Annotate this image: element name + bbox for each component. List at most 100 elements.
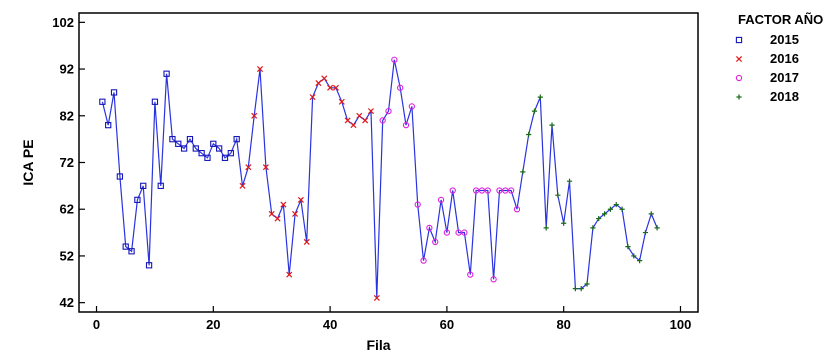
y-tick-label: 92	[60, 62, 74, 77]
legend-label-2015: 2015	[770, 32, 799, 47]
data-point-2016	[309, 94, 316, 101]
data-point-2015	[122, 243, 129, 250]
legend-label-2017: 2017	[770, 70, 799, 85]
data-point-2015	[157, 182, 164, 190]
data-point-2015	[192, 145, 199, 152]
data-point-2017	[461, 229, 468, 236]
data-point-2018	[631, 253, 637, 259]
data-point-2017	[449, 187, 456, 194]
data-point-2016	[245, 164, 252, 171]
data-point-2018	[613, 201, 619, 208]
y-tick-label: 52	[60, 248, 74, 263]
data-point-2017	[484, 187, 491, 194]
x-tick-label: 40	[323, 317, 337, 332]
legend-marker-2017	[735, 74, 743, 82]
data-point-2017	[443, 229, 451, 236]
data-point-2018	[637, 258, 643, 264]
data-point-2018	[584, 281, 590, 287]
axis-ticks	[79, 21, 682, 312]
axis-tick-labels: 0 20 40 60 80 100 42 52 62 72 82 92 102	[52, 15, 691, 332]
data-point-2017	[513, 206, 521, 213]
x-tick-label: 60	[440, 317, 454, 332]
data-point-2018	[601, 211, 608, 217]
data-point-2016	[274, 215, 281, 222]
data-point-2017	[385, 107, 392, 115]
legend-label-2018: 2018	[770, 89, 799, 104]
data-point-2018	[526, 131, 532, 138]
legend-title: FACTOR AÑO	[738, 12, 823, 27]
data-markers	[99, 56, 660, 302]
data-point-2017	[455, 229, 462, 236]
data-point-2018	[596, 215, 602, 222]
data-point-2018	[531, 108, 538, 114]
data-point-2016	[286, 271, 293, 278]
x-tick-label: 100	[670, 317, 692, 332]
data-point-2016	[356, 112, 363, 119]
data-point-2018	[520, 169, 526, 175]
data-point-2017	[432, 238, 439, 246]
data-point-2017	[420, 257, 427, 264]
y-tick-label: 82	[60, 108, 74, 123]
data-point-2017	[472, 187, 480, 194]
y-tick-label: 42	[60, 295, 74, 310]
data-point-2016	[239, 182, 246, 189]
data-point-2016	[280, 201, 287, 208]
data-point-2017	[408, 103, 416, 110]
data-point-2018	[537, 94, 543, 100]
data-point-2018	[561, 220, 567, 226]
x-tick-label: 80	[556, 317, 570, 332]
data-point-2016	[321, 75, 328, 82]
data-point-2015	[198, 150, 205, 157]
data-point-2018	[607, 206, 614, 212]
data-point-2018	[549, 122, 555, 128]
data-point-2018	[619, 206, 625, 212]
data-point-2015	[216, 145, 223, 152]
data-point-2015	[175, 140, 182, 147]
data-point-2015	[140, 182, 147, 190]
legend: FACTOR AÑO 2015 2016 2017 2018	[735, 12, 823, 104]
data-point-2017	[379, 117, 386, 124]
data-point-2015	[227, 150, 234, 157]
data-point-2018	[648, 211, 654, 217]
data-point-2017	[397, 84, 404, 91]
data-point-2018	[572, 286, 578, 292]
legend-label-2016: 2016	[770, 51, 799, 66]
data-point-2016	[373, 294, 380, 302]
data-point-2017	[414, 201, 421, 208]
y-tick-label: 102	[52, 15, 74, 30]
data-point-2017	[478, 187, 486, 194]
data-point-2016	[257, 66, 264, 73]
data-point-2015	[128, 248, 135, 255]
data-point-2015	[169, 135, 176, 143]
data-point-2015	[180, 145, 188, 152]
data-point-2016	[327, 84, 334, 91]
data-point-2017	[402, 121, 410, 129]
legend-marker-2015	[735, 36, 743, 44]
data-point-2016	[367, 108, 375, 115]
data-point-2016	[362, 117, 369, 124]
data-point-2017	[426, 224, 433, 232]
data-point-2017	[490, 276, 497, 283]
data-point-2018	[566, 178, 573, 184]
y-axis-title: ICA PE	[20, 139, 36, 185]
data-point-2015	[134, 196, 141, 204]
data-point-2015	[221, 154, 229, 161]
x-tick-label: 20	[206, 317, 220, 332]
data-point-2017	[496, 187, 503, 194]
data-point-2015	[105, 121, 112, 129]
data-point-2016	[262, 164, 269, 171]
data-point-2018	[555, 192, 561, 198]
data-point-2017	[502, 187, 509, 194]
data-point-2017	[437, 196, 445, 204]
data-point-2015	[151, 98, 159, 105]
data-point-2018	[590, 225, 596, 231]
data-point-2015	[204, 154, 211, 161]
data-point-2015	[110, 89, 118, 96]
y-tick-label: 72	[60, 155, 74, 170]
data-point-2016	[350, 122, 357, 129]
data-point-2015	[145, 262, 153, 269]
data-point-2016	[332, 84, 339, 91]
legend-marker-2018	[736, 94, 742, 100]
data-point-2015	[186, 135, 194, 143]
